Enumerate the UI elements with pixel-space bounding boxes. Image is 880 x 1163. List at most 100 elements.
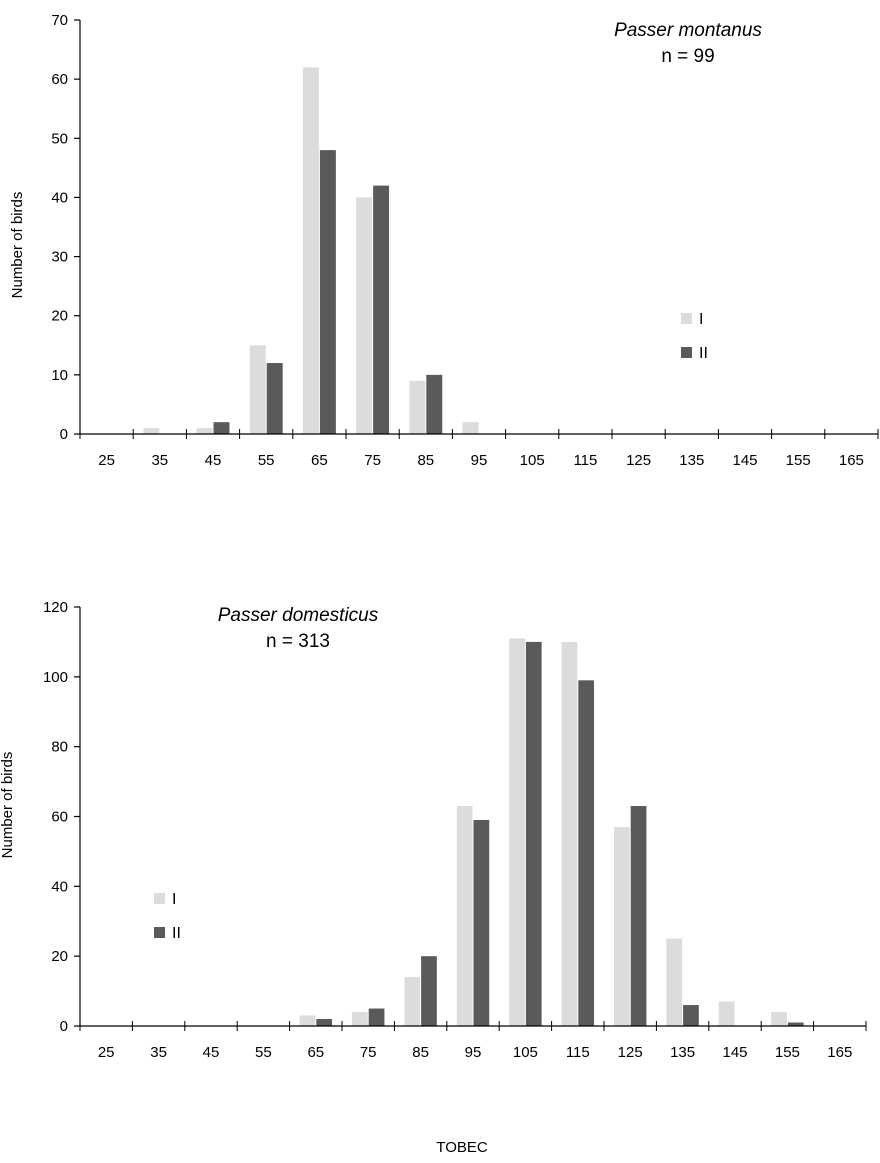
y-tick-label: 40 — [51, 878, 68, 895]
x-tick-label: 165 — [827, 1044, 852, 1061]
bar-series-I-75 — [351, 1012, 368, 1026]
x-tick-label: 125 — [626, 452, 651, 469]
legend: III — [681, 311, 708, 362]
bar-series-I-85 — [409, 380, 426, 434]
y-tick-label: 0 — [60, 1018, 68, 1035]
x-tick-label: 45 — [205, 452, 222, 469]
y-tick-label: 0 — [60, 426, 68, 443]
x-tick-label: 55 — [258, 452, 275, 469]
bar-series-I-45 — [196, 428, 213, 434]
legend-label-II: II — [699, 345, 708, 362]
bar-series-II-45 — [213, 422, 230, 434]
legend-swatch-I — [681, 313, 692, 324]
species-title: Passer montanus — [614, 20, 762, 41]
x-tick-label: 165 — [839, 452, 864, 469]
sample-size-label: n = 313 — [266, 631, 330, 652]
x-tick-label: 85 — [417, 452, 434, 469]
bar-series-I-95 — [456, 806, 473, 1026]
bar-series-I-55 — [249, 345, 266, 434]
x-tick-label: 75 — [360, 1044, 377, 1061]
chart-passer-domesticus: 0 20 40 60 80 100 120 25 35 45 55 65 75 85 95 105 115 125… — [0, 599, 867, 1156]
bar-series-I-35 — [143, 428, 160, 434]
y-tick-label: 80 — [51, 739, 68, 756]
y-tick-label: 60 — [51, 809, 68, 826]
x-tick-label: 145 — [722, 1044, 747, 1061]
bar-series-II-125 — [630, 806, 647, 1026]
x-tick-label: 105 — [520, 452, 545, 469]
bar-series-I-95 — [462, 422, 479, 434]
y-axis-label: Number of birds — [9, 192, 26, 299]
bars — [143, 67, 479, 435]
bar-series-I-105 — [509, 638, 525, 1026]
bar-series-II-105 — [525, 641, 542, 1026]
species-title: Passer domesticus — [218, 605, 379, 626]
x-tick-label: 125 — [618, 1044, 643, 1061]
bar-series-II-75 — [368, 1008, 385, 1026]
y-tick-label: 20 — [51, 308, 68, 325]
y-tick-label: 30 — [51, 249, 68, 266]
x-tick-label: 135 — [670, 1044, 695, 1061]
x-axis-label: TOBEC — [436, 1139, 488, 1156]
x-tick-label: 155 — [775, 1044, 800, 1061]
x-tick-label: 35 — [150, 1044, 167, 1061]
bar-series-I-155 — [771, 1012, 787, 1026]
x-tick-label: 115 — [566, 1044, 590, 1061]
x-tick-label: 75 — [364, 452, 381, 469]
bar-series-II-65 — [319, 150, 336, 434]
legend-label-II: II — [172, 925, 181, 942]
bar-series-I-135 — [666, 938, 683, 1026]
bar-series-I-145 — [718, 1001, 735, 1026]
y-tick-label: 10 — [51, 367, 68, 384]
x-tick-label: 65 — [311, 452, 328, 469]
bar-series-II-115 — [578, 680, 595, 1026]
y-tick-label: 60 — [51, 71, 68, 88]
sample-size-label: n = 99 — [661, 46, 714, 67]
legend-swatch-I — [154, 893, 165, 904]
bar-series-I-125 — [613, 826, 630, 1026]
x-tick-label: 105 — [513, 1044, 538, 1061]
bar-series-II-75 — [373, 185, 390, 434]
bar-series-I-65 — [299, 1015, 316, 1026]
chart-passer-montanus: 0 10 20 30 40 50 60 70 25 35 45 55 65 75 85 95 105 115 125… — [9, 12, 879, 469]
y-tick-label: 70 — [51, 12, 68, 29]
y-tick-label: 20 — [51, 948, 68, 965]
bars — [299, 638, 804, 1026]
x-tick-label: 45 — [203, 1044, 220, 1061]
legend-swatch-II — [681, 347, 692, 358]
legend-label-I: I — [699, 311, 703, 328]
bar-series-I-85 — [404, 977, 421, 1026]
x-tick-label: 25 — [98, 452, 115, 469]
x-tick-label: 115 — [573, 452, 597, 469]
y-tick-label: 100 — [43, 669, 68, 686]
bar-series-I-65 — [302, 67, 319, 435]
bar-series-II-155 — [787, 1022, 804, 1026]
bar-series-I-75 — [356, 197, 373, 434]
bar-series-II-95 — [473, 819, 490, 1026]
x-tick-label: 135 — [679, 452, 704, 469]
axes: 0 10 20 30 40 50 60 70 25 35 45 55 65 75 85 95 105 115 125… — [51, 12, 879, 469]
x-tick-label: 65 — [307, 1044, 324, 1061]
x-tick-label: 25 — [98, 1044, 115, 1061]
y-tick-label: 120 — [43, 599, 68, 616]
bar-series-II-55 — [266, 363, 283, 434]
bar-series-II-85 — [426, 374, 443, 434]
x-tick-label: 95 — [465, 1044, 482, 1061]
x-tick-label: 55 — [255, 1044, 272, 1061]
legend-label-I: I — [172, 891, 176, 908]
x-tick-label: 155 — [786, 452, 811, 469]
y-axis-label: Number of birds — [0, 752, 16, 859]
bar-series-I-115 — [561, 641, 578, 1026]
y-tick-label: 40 — [51, 189, 68, 206]
bar-series-II-85 — [421, 956, 437, 1026]
x-tick-label: 95 — [471, 452, 488, 469]
y-tick-label: 50 — [51, 130, 68, 147]
bar-series-II-135 — [683, 1005, 699, 1026]
axes: 0 20 40 60 80 100 120 25 35 45 55 65 75 85 95 105 115 125… — [43, 599, 867, 1061]
x-tick-label: 145 — [732, 452, 757, 469]
x-tick-label: 35 — [151, 452, 168, 469]
x-tick-label: 85 — [412, 1044, 429, 1061]
legend: III — [154, 891, 181, 942]
bar-series-II-65 — [316, 1019, 333, 1026]
legend-swatch-II — [154, 927, 165, 938]
